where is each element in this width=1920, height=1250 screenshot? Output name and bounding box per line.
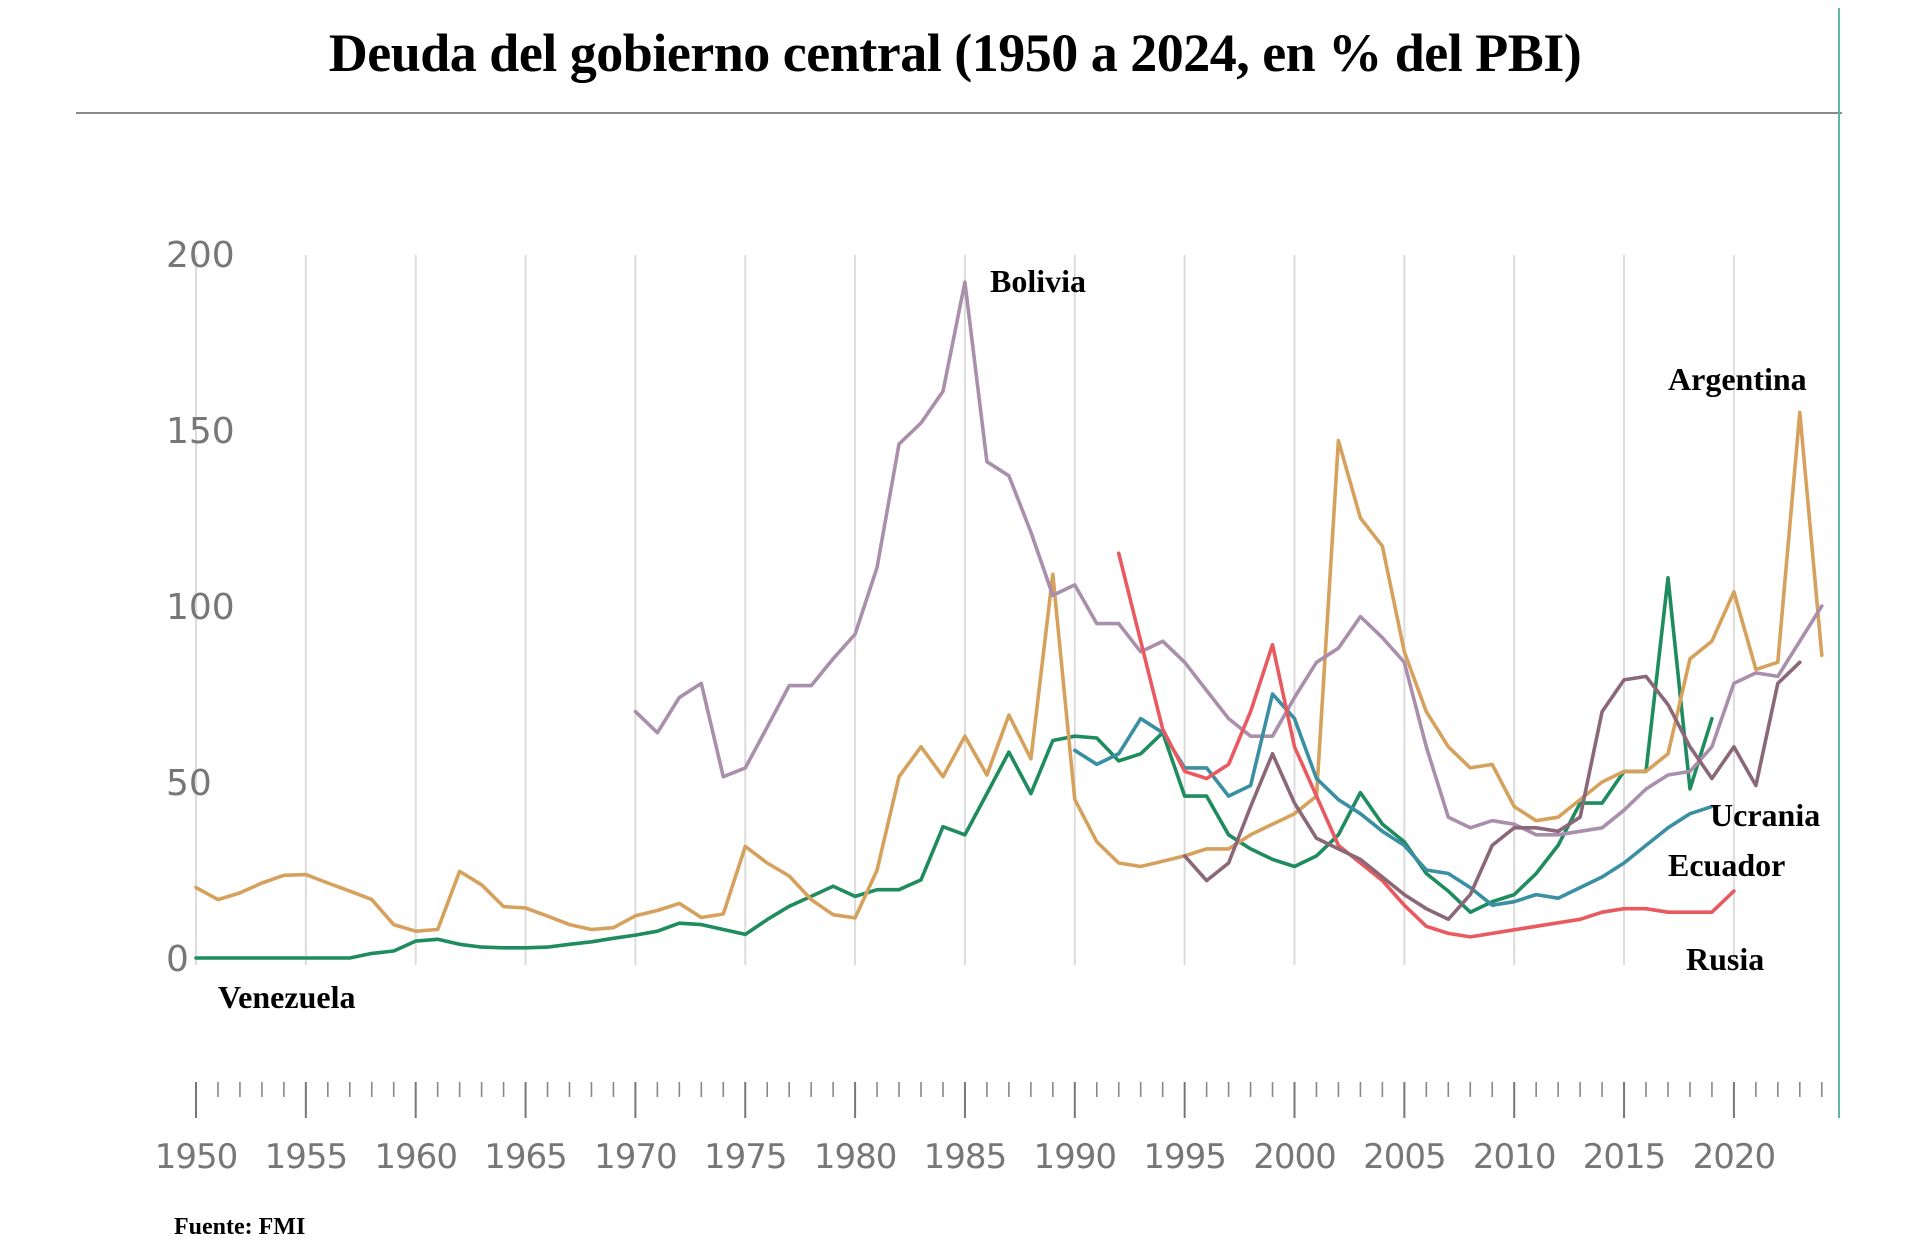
label-venezuela: Venezuela — [218, 979, 355, 1015]
x-tick-label: 2020 — [1693, 1137, 1776, 1177]
series-line-ucrania — [1182, 660, 1802, 922]
x-tick-label: 1955 — [265, 1137, 348, 1177]
chart-title: Deuda del gobierno central (1950 a 2024,… — [328, 23, 1582, 83]
label-ecuador: Ecuador — [1668, 847, 1785, 883]
x-tick-label: 1985 — [924, 1137, 1007, 1177]
source-note: Fuente: FMI — [174, 1214, 306, 1240]
label-argentina: Argentina — [1668, 361, 1807, 397]
gridlines — [195, 255, 1735, 965]
y-tick-label: 200 — [166, 235, 235, 276]
series-line-ecuador — [1073, 692, 1714, 908]
series-lines — [194, 280, 1824, 960]
x-tick-label: 1960 — [374, 1137, 457, 1177]
y-tick-label: 50 — [166, 763, 212, 804]
right-border-line — [1838, 8, 1840, 1118]
y-axis: 0 50 100 150 200 — [166, 235, 235, 980]
y-tick-label: 150 — [166, 411, 235, 452]
series-line-rusia — [1116, 551, 1736, 939]
x-tick-label: 1965 — [484, 1137, 567, 1177]
x-tick-label: 1970 — [594, 1137, 677, 1177]
x-tick-label: 1975 — [704, 1137, 787, 1177]
x-axis: 1950 1955 1960 1965 1970 1975 1980 1985 1990 1995… — [155, 1082, 1823, 1177]
x-tick-label: 1990 — [1034, 1137, 1117, 1177]
series-labels: Bolivia Argentina Ucrania Ecuador Rusia … — [218, 263, 1820, 1015]
x-tick-label: 2000 — [1253, 1137, 1336, 1177]
x-tick-label: 2005 — [1363, 1137, 1446, 1177]
label-bolivia: Bolivia — [990, 263, 1086, 299]
y-tick-label: 100 — [166, 587, 235, 628]
label-ucrania: Ucrania — [1710, 797, 1820, 833]
label-rusia: Rusia — [1686, 941, 1764, 977]
series-line-venezuela — [194, 575, 1714, 960]
x-tick-label: 2010 — [1473, 1137, 1556, 1177]
x-tick-label: 1950 — [155, 1137, 238, 1177]
x-tick-label: 1980 — [814, 1137, 897, 1177]
series-line-argentina — [194, 410, 1824, 934]
y-tick-label: 0 — [166, 939, 189, 980]
series-line-bolivia — [633, 280, 1824, 837]
x-tick-label: 2015 — [1583, 1137, 1666, 1177]
x-tick-label: 1995 — [1143, 1137, 1226, 1177]
title-divider — [76, 112, 1842, 114]
